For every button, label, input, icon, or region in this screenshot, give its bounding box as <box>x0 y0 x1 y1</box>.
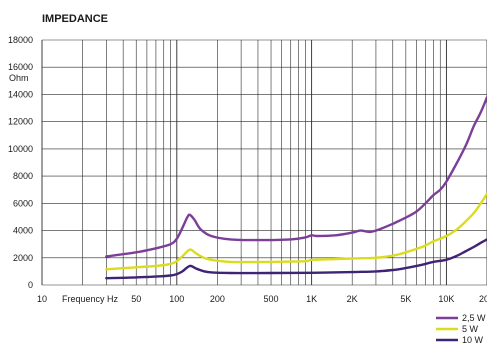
y-tick-label: 14000 <box>8 89 33 99</box>
x-tick-label: 1K <box>306 294 317 304</box>
series-line <box>105 96 487 258</box>
x-tick-label: 500 <box>264 294 279 304</box>
chart-title: IMPEDANCE <box>42 13 108 25</box>
y-tick-label: 10000 <box>8 144 33 154</box>
y-tick-label: 0 <box>28 280 33 290</box>
x-tick-label: 10 <box>37 294 47 304</box>
y-tick-label: 8000 <box>13 171 33 181</box>
y-tick-label: 2000 <box>13 253 33 263</box>
legend-label: 10 W <box>462 335 484 345</box>
series-line <box>105 192 487 271</box>
x-tick-label: 10K <box>438 294 454 304</box>
y-tick-labels: 0 2000 4000 6000 8000 10000 12000 14000 16000 180… <box>8 35 33 290</box>
x-tick-label: 200 <box>210 294 225 304</box>
legend: 2,5 W5 W10 W <box>436 313 486 345</box>
x-tick-label: 2K <box>347 294 358 304</box>
y-tick-label: 4000 <box>13 226 33 236</box>
x-tick-label: 50 <box>131 294 141 304</box>
x-tick-labels: 10 50 100 200 500 1K 2K 5K 10K 20K <box>37 294 487 304</box>
grid <box>41 39 487 286</box>
x-axis-label: Frequency Hz <box>62 294 119 304</box>
legend-label: 2,5 W <box>462 313 486 323</box>
x-tick-label: 5K <box>400 294 411 304</box>
y-tick-label: 16000 <box>8 62 33 72</box>
series-line <box>105 238 487 280</box>
y-tick-label: 18000 <box>8 35 33 45</box>
series-lines <box>105 96 487 280</box>
x-tick-label: 100 <box>169 294 184 304</box>
y-tick-label: 6000 <box>13 198 33 208</box>
y-axis-unit: Ohm <box>9 73 29 83</box>
legend-label: 5 W <box>462 324 479 334</box>
y-tick-label: 12000 <box>8 117 33 127</box>
x-tick-label: 20K <box>479 294 487 304</box>
